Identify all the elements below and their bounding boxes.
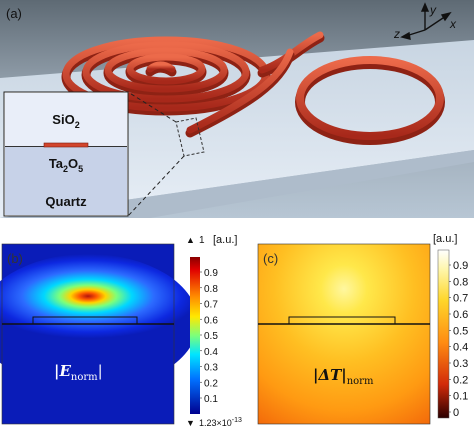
colorbar-tick-label: 0.5 [453, 325, 468, 337]
colorbar-b-min-value: 1.23×10-13 [199, 417, 242, 428]
colorbar-b-unit: [a.u.] [213, 234, 237, 246]
field-map-c [258, 244, 430, 424]
axis-x-label: x [449, 17, 457, 31]
mode-profile [0, 254, 198, 390]
cross-section-inset: SiO2 Ta2O5 Quartz [3, 91, 129, 217]
colorbar-tick-label: 0.9 [204, 268, 218, 279]
colorbar-tick-label: 0.3 [453, 358, 468, 370]
colorbar-c-ticks: 0.9 0.8 0.7 0.6 0.5 0.4 0.3 0.2 0.1 0 [449, 260, 468, 419]
panel-b: (b) |Enorm| 0.90.80.70.60.50.40.30.20.1 … [0, 234, 242, 428]
colorbar-b-min-marker: ▼ [186, 418, 195, 428]
field-label-c: |ΔT|norm [313, 366, 374, 387]
colorbar-b-max-marker: ▲ [186, 235, 195, 245]
colorbar-tick-label: 0.4 [204, 347, 218, 358]
sio2-label: SiO2 [52, 112, 79, 130]
colorbar-tick-label: 0.8 [204, 284, 218, 295]
colorbar-tick-label: 0.1 [204, 394, 218, 405]
colorbar-tick-label: 0.7 [204, 300, 218, 311]
colorbar-tick-label: 0.2 [204, 378, 218, 389]
panel-a-label: (a) [6, 6, 22, 21]
ring-resonator [295, 56, 445, 145]
colorbar-tick-label: 0.7 [453, 293, 468, 305]
panel-a: SiO2 Ta2O5 Quartz y x z (a) [0, 0, 474, 218]
cross-section-plane [175, 117, 205, 157]
colorbar-tick-label: 0.5 [204, 331, 218, 342]
sio2-layer [5, 93, 127, 146]
colorbar-tick-label: 0.6 [204, 315, 218, 326]
panel-c: (c) |ΔT|norm 0.9 0.8 0.7 0.6 0.5 0.4 0.3 0.2 0.1… [257, 233, 468, 425]
colorbar-tick-label: 0.6 [453, 309, 468, 321]
field-label-b: |Enorm| [54, 362, 103, 383]
ta2o5-core [43, 142, 89, 148]
colorbar-tick-label: 0.2 [453, 374, 468, 386]
bus-waveguide [185, 48, 295, 138]
colorbar-tick-label: 0.4 [453, 342, 468, 354]
colorbar-tick-label: 0.9 [453, 260, 468, 272]
colorbar-tick-label: 0.3 [204, 363, 218, 374]
colorbar-b [190, 257, 200, 414]
waveguide-core-b [32, 316, 138, 325]
colorbar-b-ticks: 0.9 0.8 0.7 0.6 0.5 0.4 0.3 0.2 0.1 [200, 268, 218, 405]
colorbar-tick-label: 0.8 [453, 276, 468, 288]
panel-b-label: (b) [7, 251, 23, 266]
colorbar-tick-label: 0.1 [453, 391, 468, 403]
colorbar-b-max-value: 1 [199, 235, 205, 246]
quartz-layer [5, 147, 127, 215]
colorbar-c-unit: [a.u.] [433, 233, 457, 245]
spiral-waveguide [61, 31, 325, 116]
quartz-label: Quartz [45, 194, 87, 209]
zoom-line-top [127, 91, 177, 123]
colorbar-tick-label: 0 [453, 407, 459, 419]
panel-c-label: (c) [263, 251, 278, 266]
colorbar-c [437, 249, 450, 419]
ta2o5-label: Ta2O5 [49, 156, 83, 174]
axis-y-label: y [429, 3, 437, 17]
coordinate-axes [400, 2, 452, 40]
waveguide-core-c [288, 316, 396, 325]
axis-z-label: z [393, 27, 400, 41]
